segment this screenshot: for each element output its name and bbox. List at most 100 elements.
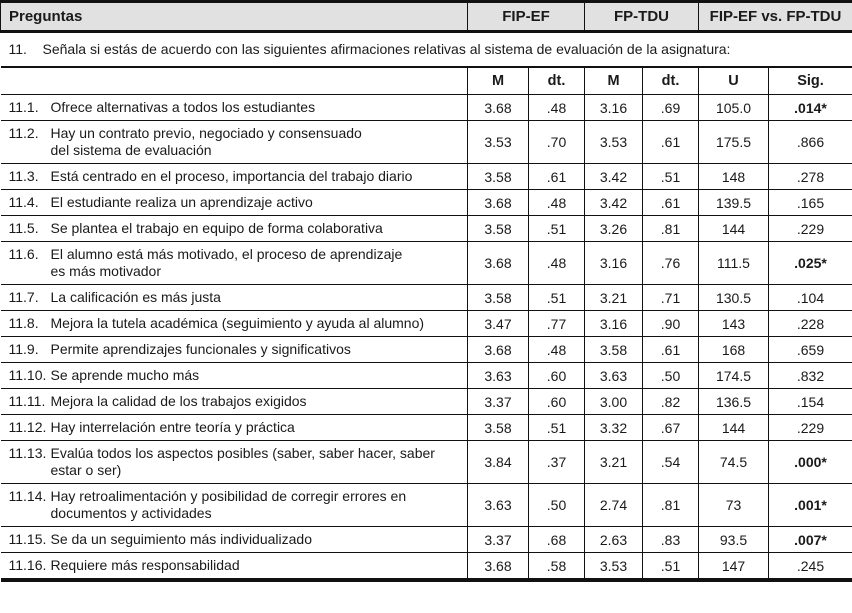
cell-m-fp-tdu: 3.16: [584, 310, 643, 337]
table-row: 11.5. Se plantea el trabajo en equipo de …: [0, 215, 852, 242]
item-number: 11.7.: [8, 289, 39, 305]
cell-m-fip-ef: 3.68: [467, 241, 529, 285]
cell-dt-fp-tdu: .51: [642, 163, 699, 190]
item-number: 11.10.: [8, 367, 47, 383]
subheader-sig: Sig.: [768, 67, 852, 95]
item-text: La calificación es más justa: [50, 289, 221, 305]
cell-significance: .025*: [768, 241, 852, 285]
question-text: Señala si estás de acuerdo con las sigui…: [42, 41, 731, 57]
subheader-empty-cell: [0, 67, 468, 95]
cell-m-fp-tdu: 3.53: [584, 120, 643, 164]
cell-significance: .104: [768, 284, 852, 311]
item-text: Evalúa todos los aspectos posibles (sabe…: [50, 445, 435, 478]
cell-dt-fp-tdu: .61: [642, 120, 699, 164]
item-cell: 11.5. Se plantea el trabajo en equipo de …: [0, 215, 468, 242]
item-text: Requiere más responsabilidad: [50, 557, 240, 573]
item-cell: 11.8. Mejora la tutela académica (seguimi…: [0, 310, 468, 337]
item-text: Está centrado en el proceso, importancia…: [50, 168, 413, 184]
item-number: 11.2.: [8, 125, 39, 141]
cell-dt-fip-ef: .51: [528, 414, 585, 441]
cell-u-statistic: 168: [698, 336, 769, 363]
item-text: Se da un seguimiento más individualizado: [50, 531, 313, 547]
table-row: 11.12. Hay interrelación entre teoría y p…: [0, 414, 852, 441]
cell-significance: .229: [768, 414, 852, 441]
cell-significance: .014*: [768, 94, 852, 121]
cell-u-statistic: 93.5: [698, 526, 769, 553]
item-text: Mejora la tutela académica (seguimiento …: [50, 315, 425, 331]
cell-u-statistic: 143: [698, 310, 769, 337]
cell-m-fp-tdu: 3.16: [584, 94, 643, 121]
cell-dt-fp-tdu: .69: [642, 94, 699, 121]
item-number: 11.15.: [8, 531, 47, 547]
question-cell: 11. Señala si estás de acuerdo con las si…: [0, 31, 852, 68]
cell-m-fp-tdu: 3.21: [584, 284, 643, 311]
item-cell: 11.1. Ofrece alternativas a todos los est…: [0, 94, 468, 121]
item-number: 11.1.: [8, 99, 39, 115]
table-row: 11.1. Ofrece alternativas a todos los est…: [0, 94, 852, 121]
item-cell: 11.14. Hay retroalimentación y posibilida…: [0, 483, 468, 527]
item-cell: 11.16. Requiere más responsabilidad: [0, 552, 468, 580]
cell-dt-fip-ef: .60: [528, 388, 585, 415]
cell-m-fip-ef: 3.58: [467, 284, 529, 311]
table-head-section: Preguntas FIP-EF FP-TDU FIP-EF vs. FP-TD…: [0, 1, 852, 95]
cell-significance: .278: [768, 163, 852, 190]
cell-dt-fip-ef: .48: [528, 189, 585, 216]
item-cell: 11.13. Evalúa todos los aspectos posibles…: [0, 440, 468, 484]
cell-m-fp-tdu: 2.63: [584, 526, 643, 553]
cell-significance: .228: [768, 310, 852, 337]
cell-m-fp-tdu: 3.42: [584, 163, 643, 190]
table-row: 11.14. Hay retroalimentación y posibilida…: [0, 483, 852, 527]
cell-dt-fp-tdu: .54: [642, 440, 699, 484]
subheader-m-fp-tdu: M: [584, 67, 643, 95]
cell-dt-fp-tdu: .82: [642, 388, 699, 415]
cell-u-statistic: 175.5: [698, 120, 769, 164]
table-row: 11.16. Requiere más responsabilidad 3.68 …: [0, 552, 852, 580]
table-row: 11.10. Se aprende mucho más 3.63 .60 3.63…: [0, 362, 852, 389]
cell-significance: .154: [768, 388, 852, 415]
table-row: 11.15. Se da un seguimiento más individua…: [0, 526, 852, 553]
item-text: Hay interrelación entre teoría y práctic…: [50, 419, 295, 435]
cell-dt-fp-tdu: .90: [642, 310, 699, 337]
cell-m-fip-ef: 3.58: [467, 414, 529, 441]
cell-dt-fip-ef: .48: [528, 336, 585, 363]
cell-significance: .245: [768, 552, 852, 580]
cell-u-statistic: 139.5: [698, 189, 769, 216]
table-row: 11.3. Está centrado en el proceso, import…: [0, 163, 852, 190]
cell-m-fip-ef: 3.53: [467, 120, 529, 164]
item-text: Ofrece alternativas a todos los estudian…: [50, 99, 316, 115]
item-cell: 11.15. Se da un seguimiento más individua…: [0, 526, 468, 553]
cell-dt-fp-tdu: .81: [642, 215, 699, 242]
cell-u-statistic: 147: [698, 552, 769, 580]
cell-m-fip-ef: 3.68: [467, 94, 529, 121]
cell-m-fp-tdu: 3.00: [584, 388, 643, 415]
item-text: El alumno está más motivado, el proceso …: [50, 246, 403, 279]
cell-m-fp-tdu: 3.42: [584, 189, 643, 216]
cell-u-statistic: 130.5: [698, 284, 769, 311]
cell-dt-fip-ef: .48: [528, 94, 585, 121]
item-cell: 11.9. Permite aprendizajes funcionales y …: [0, 336, 468, 363]
cell-m-fip-ef: 3.58: [467, 163, 529, 190]
table-row: 11.7. La calificación es más justa 3.58 .…: [0, 284, 852, 311]
stat-subheader-row: M dt. M dt. U Sig.: [0, 67, 852, 95]
cell-dt-fp-tdu: .81: [642, 483, 699, 527]
cell-dt-fip-ef: .60: [528, 362, 585, 389]
cell-m-fp-tdu: 3.16: [584, 241, 643, 285]
item-number: 11.6.: [8, 246, 39, 262]
column-header-preguntas: Preguntas: [0, 1, 468, 33]
cell-m-fp-tdu: 3.26: [584, 215, 643, 242]
cell-dt-fp-tdu: .61: [642, 336, 699, 363]
group-header-fp-tdu: FP-TDU: [584, 1, 699, 33]
cell-dt-fip-ef: .58: [528, 552, 585, 580]
table-row: 11.8. Mejora la tutela académica (seguimi…: [0, 310, 852, 337]
item-text: Se plantea el trabajo en equipo de forma…: [50, 220, 383, 236]
item-cell: 11.10. Se aprende mucho más: [0, 362, 468, 389]
cell-dt-fip-ef: .61: [528, 163, 585, 190]
cell-dt-fp-tdu: .50: [642, 362, 699, 389]
cell-m-fp-tdu: 3.63: [584, 362, 643, 389]
cell-m-fp-tdu: 3.32: [584, 414, 643, 441]
cell-dt-fp-tdu: .71: [642, 284, 699, 311]
cell-dt-fp-tdu: .76: [642, 241, 699, 285]
question-number: 11.: [8, 41, 27, 57]
group-header-fip-ef-vs-fp-tdu: FIP-EF vs. FP-TDU: [698, 1, 852, 33]
item-number: 11.14.: [8, 488, 47, 504]
